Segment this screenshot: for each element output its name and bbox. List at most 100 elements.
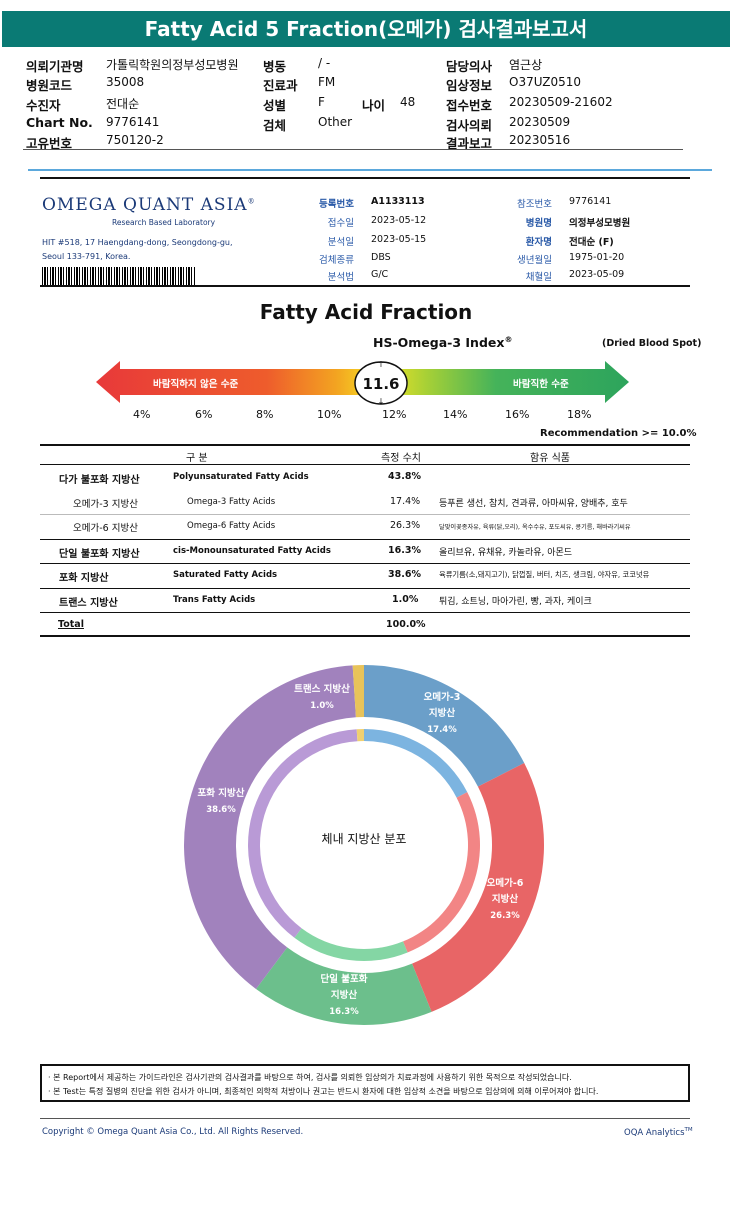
row-kr: 트랜스 지방산 (59, 598, 118, 609)
request-label: 검사의뢰 (446, 118, 493, 133)
row-rule (40, 514, 690, 515)
row-food: 등푸른 생선, 참치, 견과류, 아마씨유, 양배추, 호두 (439, 499, 628, 509)
trans-segment-label: 트랜스 지방산 1.0% (282, 682, 362, 714)
doctor-label: 담당의사 (446, 59, 493, 74)
tick-label: 6% (195, 408, 213, 421)
received-label: 접수일 (327, 218, 354, 229)
label-line: 포화 지방산 (197, 788, 245, 799)
row-food: 육류기름(소,돼지고기), 닭껍질, 버터, 치즈, 생크림, 야자유, 코코넛… (439, 570, 650, 579)
reg-no-value: A1133113 (371, 196, 425, 207)
donut-outer-segment (256, 947, 432, 1025)
table-bottom-rule (40, 635, 690, 637)
row-food: 달맞이꽃종자유, 육류(닭,오리), 옥수수유, 포도씨유, 콩기름, 해바라기… (439, 524, 631, 531)
saturated-segment-label: 포화 지방산 38.6% (183, 786, 259, 818)
copyright: Copyright © Omega Quant Asia Co., Ltd. A… (42, 1127, 304, 1137)
marker-down-arrow: ↓ (378, 397, 385, 406)
ward-label: 병동 (263, 59, 287, 74)
row-value: 16.3% (388, 545, 421, 556)
analyzed-label: 분석일 (327, 237, 354, 248)
specimen-label: 검체 (263, 118, 287, 133)
reg-no-label: 등록번호 (319, 199, 354, 210)
dob-label: 생년월일 (517, 255, 552, 266)
ref-no-value: 9776141 (569, 196, 612, 207)
brand-tm: TM (684, 1127, 693, 1133)
row-rule (40, 563, 690, 564)
dept-label: 진료과 (263, 78, 298, 93)
total-label: Total (58, 619, 84, 630)
dept-value: FM (318, 75, 336, 89)
patient-label: 환자명 (525, 237, 552, 248)
fatty-acid-donut-chart (183, 665, 544, 1025)
index-name: HS-Omega-3 Index® (373, 335, 512, 350)
barcode (42, 267, 196, 285)
unique-label: 고유번호 (26, 136, 73, 151)
row-value: 26.3% (390, 520, 421, 531)
row-value: 38.6% (388, 569, 421, 580)
analyzed-value: 2023-05-15 (371, 234, 427, 245)
sample-type: (Dried Blood Spot) (602, 338, 702, 349)
row-en: Omega-3 Fatty Acids (187, 497, 276, 507)
specimen-type-value: DBS (371, 252, 391, 263)
marker-up-arrow: ↑ (378, 360, 385, 369)
request-value: 20230509 (509, 115, 571, 129)
result-label: 결과보고 (446, 136, 493, 151)
sex-value: F (318, 95, 325, 109)
index-value: 11.6 (362, 375, 400, 393)
label-percent: 38.6% (206, 805, 236, 815)
hospital-code-label: 병원코드 (26, 78, 73, 93)
row-rule (40, 612, 690, 613)
donut-outer-segment (412, 762, 544, 1012)
index-value-marker (354, 361, 408, 405)
receipt-value: 20230509-21602 (509, 95, 613, 109)
label-line: 트랜스 지방산 (294, 684, 350, 695)
donut-inner-segment (294, 928, 408, 961)
row-rule (40, 539, 690, 540)
hospital-code-value: 35008 (106, 75, 145, 89)
index-gradient-arrow: ↑ ↓ (96, 360, 629, 406)
row-rule (40, 588, 690, 589)
label-line: 지방산 (428, 708, 456, 719)
col-header-food: 함유 식품 (530, 453, 570, 464)
total-value: 100.0% (386, 619, 426, 630)
disclaimer-line: · 본 Report에서 제공하는 가이드라인은 검사기관의 검사결과를 바탕으… (48, 1073, 572, 1082)
method-label: 분석법 (327, 272, 354, 283)
row-kr: 오메가-6 지방산 (73, 523, 138, 534)
label-line: 지방산 (330, 990, 358, 1001)
method-value: G/C (371, 269, 389, 280)
tick-label: 14% (443, 408, 468, 421)
donut-outer-segment (364, 665, 525, 787)
specimen-value: Other (318, 115, 353, 129)
tick-label: 10% (317, 408, 342, 421)
undesirable-label: 바람직하지 않은 수준 (153, 379, 239, 390)
row-en: cis-Monounsaturated Fatty Acids (173, 546, 331, 556)
row-value: 17.4% (390, 496, 421, 507)
unique-value: 750120-2 (106, 133, 164, 147)
age-label: 나이 (362, 98, 386, 113)
row-en: Trans Fatty Acids (173, 595, 256, 605)
table-top-rule (40, 444, 690, 446)
disclaimer-box: · 본 Report에서 제공하는 가이드라인은 검사기관의 검사결과를 바탕으… (40, 1064, 690, 1102)
row-en: Saturated Fatty Acids (173, 570, 278, 580)
tick-label: 8% (256, 408, 274, 421)
mono-segment-label: 단일 불포화 지방산 16.3% (304, 972, 384, 1020)
row-value: 43.8% (388, 471, 421, 482)
drawn-value: 2023-05-09 (569, 269, 625, 280)
tick-label: 18% (567, 408, 592, 421)
chart-label: Chart No. (26, 115, 93, 130)
received-value: 2023-05-12 (371, 215, 427, 226)
institution-value: 가톨릭학원의정부성모병원 (106, 58, 239, 72)
logo-text: OMEGA QUANT ASIA (42, 195, 248, 215)
donut-center-label: 체내 지방산 분포 (321, 832, 407, 846)
age-value: 48 (400, 95, 416, 109)
desirable-label: 바람직한 수준 (513, 379, 569, 390)
receipt-label: 접수번호 (446, 98, 493, 113)
donut-inner-segment (356, 729, 364, 742)
label-line: 단일 불포화 (320, 974, 368, 985)
row-kr: 다가 불포화 지방산 (59, 475, 140, 486)
row-kr: 오메가-3 지방산 (73, 499, 138, 510)
index-reg: ® (504, 335, 513, 344)
report-title: Fatty Acid 5 Fraction(오메가) 검사결과보고서 (2, 11, 730, 47)
index-name-text: HS-Omega-3 Index (373, 335, 505, 351)
lab-info-box: OMEGA QUANT ASIA® Research Based Laborat… (40, 177, 690, 287)
col-header-value: 측정 수치 (381, 453, 421, 464)
